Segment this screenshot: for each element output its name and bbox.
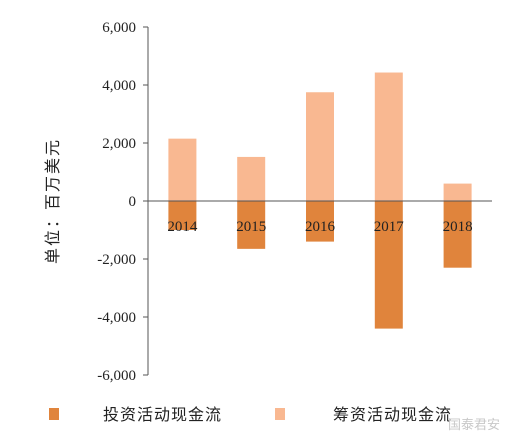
legend-label-financing: 筹资活动现金流 (333, 405, 452, 424)
bar-investing-2016 (306, 201, 334, 242)
y-tick-label: 6,000 (102, 20, 136, 36)
bar-financing-2016 (306, 92, 334, 201)
legend-swatch-investing (49, 408, 59, 420)
bars (168, 72, 472, 329)
bar-financing-2014 (168, 138, 197, 201)
y-tick-label: 0 (129, 194, 137, 210)
x-category-label: 2014 (167, 219, 198, 235)
bar-financing-2018 (443, 183, 472, 201)
y-tick-label: 2,000 (102, 136, 136, 152)
y-axis-label: 单位：百万美元 (43, 138, 62, 264)
y-axis-ticks: 6,000 4,000 2,000 0 -2,000 -4,000 -6,000 (97, 20, 148, 384)
bar-investing-2018 (443, 201, 472, 268)
bar-investing-2017 (374, 201, 403, 329)
y-tick-label: -2,000 (97, 252, 136, 268)
bar-investing-2014 (168, 201, 197, 230)
x-category-label: 2018 (443, 219, 473, 235)
watermark: 国泰君安 (448, 418, 500, 433)
legend: 投资活动现金流 筹资活动现金流 (49, 405, 452, 424)
x-category-label: 2016 (305, 219, 336, 235)
y-tick-label: -6,000 (97, 368, 136, 384)
y-tick-label: -4,000 (97, 310, 136, 326)
x-category-label: 2017 (374, 219, 405, 235)
x-category-label: 2015 (236, 219, 266, 235)
bar-financing-2017 (374, 72, 403, 201)
legend-swatch-financing (275, 408, 285, 420)
y-tick-label: 4,000 (102, 78, 136, 94)
bar-investing-2015 (237, 201, 266, 249)
category-labels: 2014 2015 2016 2017 2018 (167, 219, 472, 235)
bar-financing-2015 (237, 156, 266, 201)
legend-label-investing: 投资活动现金流 (103, 405, 222, 424)
